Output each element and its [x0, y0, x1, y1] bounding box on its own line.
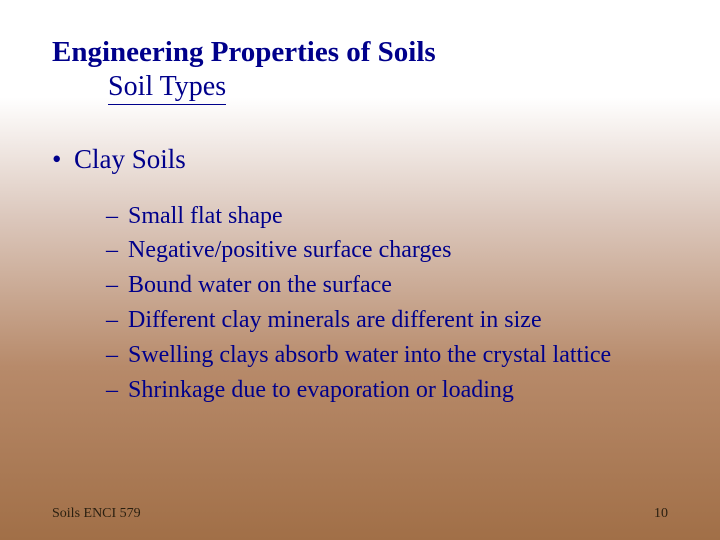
footer-left: Soils ENCI 579: [52, 506, 141, 522]
section-heading: •Clay Soils: [52, 143, 668, 177]
slide-title: Engineering Properties of Soils: [52, 34, 668, 70]
section-heading-text: Clay Soils: [74, 144, 186, 174]
list-item: –Different clay minerals are different i…: [106, 303, 668, 338]
footer: Soils ENCI 579 10: [52, 506, 668, 522]
dash-icon: –: [106, 233, 128, 268]
list-item-text: Shrinkage due to evaporation or loading: [128, 377, 514, 403]
bullet-icon: •: [52, 143, 74, 177]
sub-list: –Small flat shape –Negative/positive sur…: [106, 199, 668, 408]
slide: Engineering Properties of Soils Soil Typ…: [0, 0, 720, 540]
list-item: –Small flat shape: [106, 199, 668, 234]
list-item: –Bound water on the surface: [106, 268, 668, 303]
list-item-text: Swelling clays absorb water into the cry…: [128, 342, 611, 368]
list-item: –Negative/positive surface charges: [106, 233, 668, 268]
dash-icon: –: [106, 199, 128, 234]
slide-subtitle: Soil Types: [108, 70, 226, 105]
list-item-text: Bound water on the surface: [128, 272, 392, 298]
list-item: –Shrinkage due to evaporation or loading: [106, 373, 668, 408]
dash-icon: –: [106, 303, 128, 338]
list-item-text: Different clay minerals are different in…: [128, 307, 542, 333]
list-item: –Swelling clays absorb water into the cr…: [106, 338, 668, 373]
dash-icon: –: [106, 338, 128, 373]
dash-icon: –: [106, 373, 128, 408]
list-item-text: Negative/positive surface charges: [128, 237, 451, 263]
footer-page-number: 10: [654, 506, 668, 522]
list-item-text: Small flat shape: [128, 203, 283, 229]
dash-icon: –: [106, 268, 128, 303]
